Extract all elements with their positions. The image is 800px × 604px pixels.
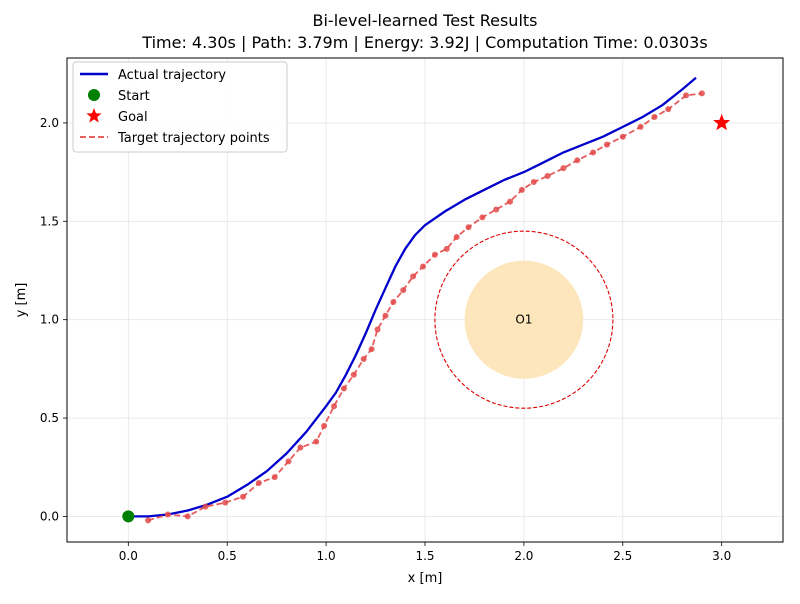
y-tick-label: 0.0	[40, 509, 59, 523]
target-trajectory-point	[507, 198, 514, 205]
chart-title: Bi-level-learned Test Results	[313, 11, 538, 30]
target-trajectory-point	[619, 133, 626, 140]
target-trajectory-point	[313, 438, 320, 445]
target-trajectory-point	[368, 346, 375, 353]
y-tick-label: 1.0	[40, 313, 59, 327]
target-trajectory-point	[518, 186, 525, 193]
obstacle-group: O1	[434, 230, 614, 409]
target-trajectory-point	[665, 106, 672, 113]
y-tick-label: 2.0	[40, 116, 59, 130]
y-tick-label: 0.5	[40, 411, 59, 425]
target-trajectory-point	[410, 273, 417, 280]
y-axis-label: y [m]	[14, 283, 29, 318]
y-tick-label: 1.5	[40, 214, 59, 228]
x-axis-label: x [m]	[408, 571, 443, 586]
target-trajectory-point	[240, 493, 247, 500]
x-tick-label: 0.0	[119, 549, 138, 563]
target-trajectory-point	[493, 206, 500, 213]
x-tick-label: 0.5	[218, 549, 237, 563]
target-trajectory-point	[350, 371, 357, 378]
target-trajectory-point	[360, 356, 367, 363]
x-tick-label: 1.0	[317, 549, 336, 563]
target-trajectory-point	[683, 92, 690, 99]
target-trajectory-point	[431, 251, 438, 258]
target-trajectory-point	[544, 173, 551, 180]
legend-actual-label: Actual trajectory	[118, 68, 226, 83]
target-trajectory-point	[331, 403, 338, 410]
x-tick-label: 2.0	[514, 549, 533, 563]
target-trajectory-point	[530, 178, 537, 185]
target-trajectory-point	[590, 149, 597, 156]
obstacle-label: O1	[515, 313, 532, 327]
legend-goal-label: Goal	[118, 110, 148, 125]
target-trajectory-point	[222, 499, 229, 506]
legend-start-swatch	[88, 89, 100, 101]
target-trajectory-point	[285, 458, 292, 465]
target-trajectory-point	[321, 422, 328, 429]
target-trajectory-point	[574, 157, 581, 164]
legend-box	[72, 61, 288, 153]
target-trajectory-point	[145, 517, 152, 524]
target-trajectory-point	[382, 312, 389, 319]
start-marker	[122, 510, 135, 523]
x-tick-label: 3.0	[712, 549, 731, 563]
target-trajectory-point	[420, 263, 427, 270]
target-trajectory-point	[465, 224, 472, 231]
x-tick-label: 2.5	[613, 549, 632, 563]
axis-ticks: 0.0 0.5 1.0 1.5 2.0 2.5 3.0 0.0 0.5 1.0 1.5 2.0	[40, 116, 731, 563]
target-trajectory-point	[560, 165, 567, 172]
target-trajectory-point	[164, 511, 171, 518]
target-trajectory-point	[453, 234, 460, 241]
actual-trajectory-line	[128, 76, 697, 518]
target-trajectory-point	[637, 123, 644, 130]
target-trajectory-point	[698, 90, 705, 97]
target-trajectory-point	[271, 474, 278, 481]
legend-goal-swatch	[86, 108, 102, 123]
target-trajectory-point	[297, 444, 304, 451]
target-trajectory-point	[374, 326, 381, 333]
legend: Actual trajectory Start Goal Target traj…	[72, 61, 288, 153]
obstacle-circle	[464, 260, 584, 379]
target-trajectory-point	[255, 479, 262, 486]
target-trajectory-point	[184, 513, 191, 520]
target-trajectory-point	[390, 298, 397, 305]
legend-target-label: Target trajectory points	[117, 131, 270, 146]
target-trajectory-point	[340, 385, 347, 392]
series-group	[128, 76, 705, 524]
markers-group	[122, 113, 731, 523]
legend-start-label: Start	[118, 89, 150, 104]
x-tick-label: 1.5	[415, 549, 434, 563]
target-trajectory-point	[400, 287, 407, 294]
target-trajectory-point	[651, 114, 658, 121]
target-trajectory-point	[603, 141, 610, 148]
goal-marker	[713, 113, 731, 131]
chart-subtitle: Time: 4.30s | Path: 3.79m | Energy: 3.92…	[141, 33, 707, 52]
target-trajectory-point	[443, 245, 450, 252]
target-trajectory-point	[202, 503, 209, 510]
obstacle-safety-circle	[434, 230, 614, 409]
target-trajectory-point	[479, 214, 486, 221]
